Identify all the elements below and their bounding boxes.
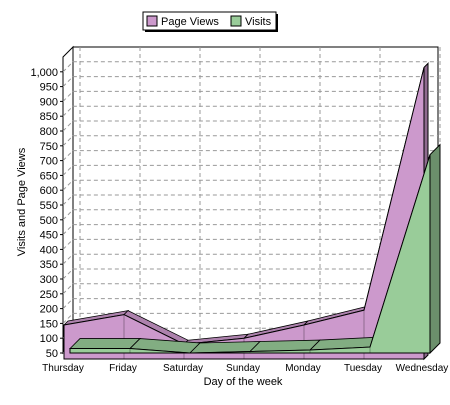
y-tick-label: 200	[40, 304, 58, 316]
x-axis-title: Day of the week	[204, 376, 283, 388]
y-tick-label: 600	[40, 185, 58, 197]
x-tick-label: Friday	[109, 363, 137, 374]
x-tick-label: Sunday	[226, 363, 260, 374]
y-tick-label: 250	[40, 289, 58, 301]
series-layer	[62, 62, 441, 361]
y-tick-label: 700	[40, 156, 58, 168]
y-tick-label: 850	[40, 111, 58, 123]
y-tick-label: 950	[40, 82, 58, 94]
x-tick-label: Thursday	[42, 363, 84, 374]
y-tick-label: 1,000	[30, 67, 58, 79]
x-tick-label: Monday	[285, 363, 321, 374]
gridline-horizontal	[62, 298, 438, 309]
y-tick-label: 400	[40, 244, 58, 256]
y-tick-label: 300	[40, 274, 58, 286]
area-end-face	[429, 143, 441, 355]
legend-label: Page Views	[161, 16, 219, 28]
y-tick-label: 500	[40, 215, 58, 227]
legend-box	[142, 11, 277, 31]
y-tick-label: 350	[40, 259, 58, 271]
gridline-horizontal	[62, 253, 438, 265]
x-tick-label: Wednesday	[396, 363, 449, 374]
legend-label: Visits	[245, 16, 272, 28]
y-tick-label: 650	[40, 170, 58, 182]
y-axis: 50 100 150 200 250 300 350 400 450 500 550 600 650 70…	[30, 67, 63, 360]
gridline-horizontal	[62, 76, 438, 87]
y-tick-label: 750	[40, 141, 58, 153]
y-tick-label: 450	[40, 230, 58, 242]
gridline-horizontal	[62, 90, 438, 102]
x-tick-label: Tuesday	[344, 363, 382, 374]
gridline-horizontal	[62, 179, 438, 191]
gridline-horizontal	[62, 224, 438, 235]
gridline-horizontal	[62, 312, 438, 324]
legend: Page Views Visits	[142, 11, 278, 32]
y-tick-label: 550	[40, 200, 58, 212]
y-tick-label: 50	[46, 348, 58, 360]
gridline-horizontal	[62, 194, 438, 206]
gridline-horizontal	[62, 209, 438, 221]
gridline-horizontal	[62, 283, 438, 295]
y-tick-label: 800	[40, 126, 58, 138]
x-tick-label: Saturday	[163, 363, 203, 374]
gridline-horizontal	[62, 120, 438, 132]
gridline-horizontal	[62, 135, 438, 147]
gridline-horizontal	[62, 268, 438, 280]
y-tick-label: 150	[40, 318, 58, 330]
gridline-horizontal	[62, 105, 438, 117]
y-axis-title: Visits and Page Views	[16, 147, 28, 256]
gridline-horizontal	[62, 61, 438, 73]
y-tick-label: 900	[40, 96, 58, 108]
legend-swatch	[146, 15, 158, 27]
x-axis: Thursday Friday Saturday Sunday Monday Tuesda…	[42, 363, 448, 374]
series-visits	[69, 143, 441, 355]
y-tick-label: 100	[40, 333, 58, 345]
gridline-horizontal	[62, 150, 438, 161]
gridline-horizontal	[62, 238, 438, 250]
gridline-horizontal	[62, 164, 438, 176]
legend-swatch	[230, 15, 242, 27]
area-top-face	[69, 338, 141, 349]
